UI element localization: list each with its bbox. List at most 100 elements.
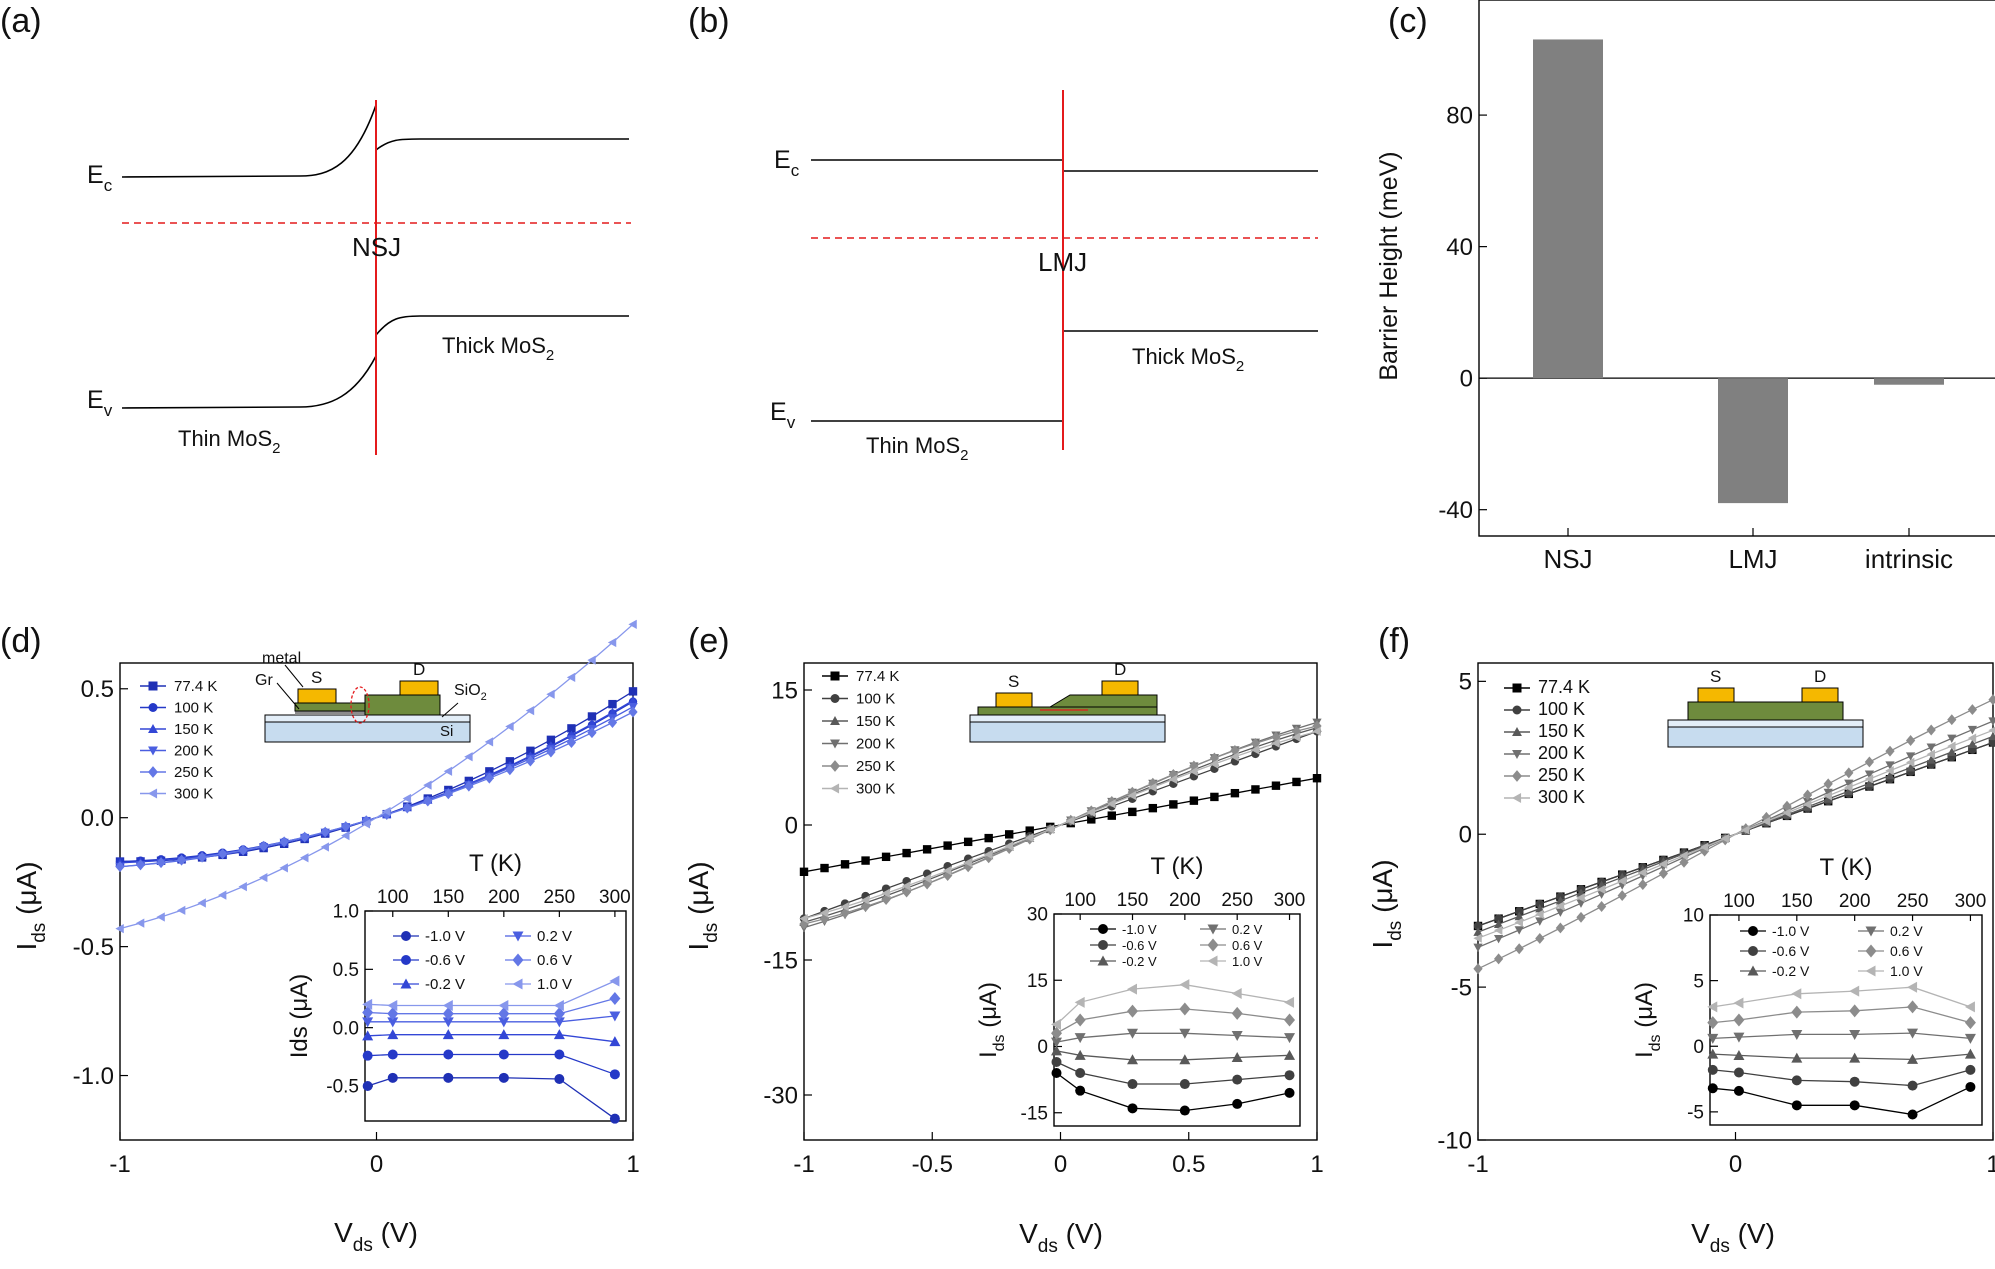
inset-legend-label: -1.0 V — [1772, 923, 1810, 939]
inset-data-point — [609, 975, 620, 987]
inset-data-point — [609, 1011, 621, 1022]
inset-data-point — [1791, 1052, 1803, 1063]
data-point — [566, 737, 577, 748]
mos2-flake — [1687, 701, 1844, 721]
panel-label-c: (c) — [1388, 2, 1428, 40]
inset-data-point — [1074, 1049, 1086, 1060]
inset-legend-marker — [1748, 926, 1758, 936]
chart-e: -1 -0.5 0 0.5 1 -30 -15 0 15 77.4 K 100 K 150 K 200 … — [683, 660, 1324, 1257]
data-point — [963, 858, 972, 868]
data-point — [1148, 782, 1157, 792]
data-point — [1596, 901, 1607, 912]
data-point — [881, 888, 890, 898]
metal-arrow — [284, 664, 304, 688]
inset-x-axis-label: T (K) — [1820, 854, 1873, 881]
data-point — [1107, 799, 1116, 809]
inset-data-point — [1231, 1006, 1243, 1020]
legend-marker — [830, 783, 840, 794]
legend-marker — [830, 671, 840, 681]
data-point — [1107, 811, 1116, 820]
inset-legend-label: 1.0 V — [1232, 954, 1263, 969]
inset-legend-label: -0.6 V — [1122, 938, 1157, 953]
inset-data-point — [1907, 981, 1918, 993]
x-axis-label: Vds (V) — [334, 1217, 418, 1256]
data-point — [608, 699, 617, 709]
data-point — [1066, 816, 1075, 826]
data-point — [840, 902, 849, 912]
data-point — [1823, 788, 1833, 798]
data-point — [1045, 824, 1055, 834]
drain-label: D — [1814, 667, 1826, 686]
data-point — [820, 863, 829, 873]
legend-label: 200 K — [856, 736, 895, 753]
junction-label: NSJ — [352, 232, 401, 262]
inset-legend-marker — [1207, 955, 1218, 967]
data-point — [156, 912, 165, 922]
inset-data-point — [1231, 1030, 1243, 1041]
inset-series-line--0.2 V — [1056, 1050, 1290, 1061]
inset-data-point — [1791, 1005, 1803, 1019]
inset-data-point — [1733, 997, 1744, 1009]
f-xtick-label: -1 — [1467, 1151, 1488, 1178]
inset-data-point — [1075, 1068, 1086, 1078]
valence-band-right — [375, 315, 629, 336]
data-point — [402, 802, 412, 814]
data-point — [1885, 745, 1895, 757]
inset-xtick-label: 100 — [377, 887, 409, 908]
inset-legend-marker — [512, 931, 524, 942]
graphene-layer — [295, 711, 365, 715]
data-point — [1864, 756, 1875, 768]
inset-y-axis-label: Ids (μA) — [286, 974, 313, 1059]
x-axis-label: Vds (V) — [1019, 1218, 1103, 1257]
data-point — [1493, 919, 1504, 929]
d-ytick-label: 0.5 — [81, 676, 114, 703]
legend-label: 250 K — [174, 764, 213, 781]
inset-series-line-0.6 V — [1056, 1008, 1290, 1034]
drain-contact — [1801, 687, 1839, 703]
data-point — [526, 746, 535, 756]
inset-data-point — [1791, 1100, 1802, 1111]
metal-label: metal — [262, 650, 301, 667]
inset-y-axis-label: Ids (μA) — [975, 982, 1008, 1058]
inset-legend-label: 0.2 V — [1232, 922, 1263, 937]
data-point — [1844, 779, 1854, 788]
inset-data-point — [1849, 1029, 1861, 1040]
data-point — [1494, 914, 1503, 923]
inset-frame — [364, 910, 627, 1122]
category-label-NSJ: NSJ — [1543, 544, 1592, 574]
data-point — [443, 766, 453, 776]
data-point — [860, 895, 870, 905]
data-point — [1514, 911, 1524, 921]
data-point — [1885, 761, 1895, 770]
inset-data-point — [1051, 1018, 1062, 1030]
inset-background — [365, 911, 626, 1121]
drain-label: D — [1114, 660, 1126, 679]
source-contact — [297, 688, 337, 704]
data-point — [176, 905, 186, 915]
data-point — [1515, 907, 1524, 916]
data-point — [1988, 726, 1995, 734]
inset-legend-marker — [401, 931, 411, 941]
inset-xtick-label: 150 — [1117, 890, 1149, 911]
source-label: S — [1008, 672, 1019, 691]
mos2-flake — [364, 694, 441, 716]
data-point — [1514, 943, 1524, 955]
inset-data-point — [1127, 1054, 1139, 1065]
legend-marker — [148, 681, 158, 691]
inset-series-line-0.2 V — [1712, 1032, 1971, 1040]
thick-mos2-label: Thick MoS2 — [442, 333, 554, 364]
data-point — [984, 849, 993, 860]
ev-label: Ev — [87, 386, 113, 420]
inset-legend-label: 0.6 V — [1890, 943, 1923, 959]
data-point — [1658, 859, 1668, 869]
sio2-label: SiO2 — [454, 682, 487, 703]
legend-label: 150 K — [1538, 721, 1585, 741]
interface-circle — [350, 686, 370, 724]
inset-data-point — [1907, 1080, 1918, 1091]
inset-data-point — [1791, 1075, 1802, 1086]
inset-data-point — [387, 1049, 398, 1060]
inset-data-point — [1707, 1016, 1719, 1030]
legend-label: 300 K — [1538, 787, 1585, 807]
inset-data-point — [387, 1072, 398, 1083]
